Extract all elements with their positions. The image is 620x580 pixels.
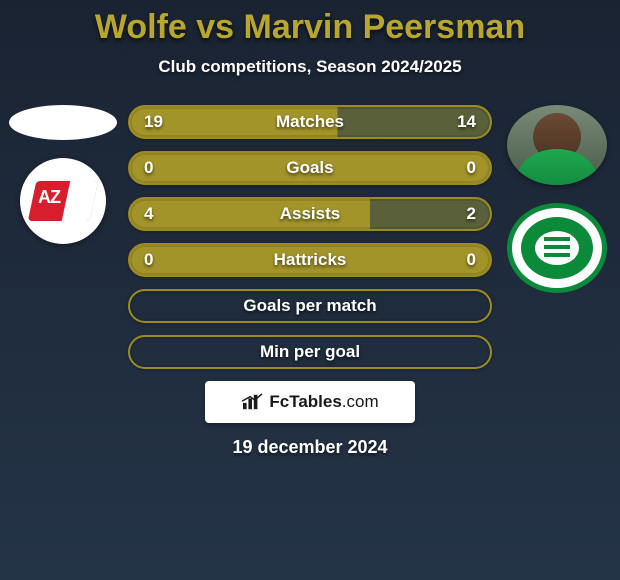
stat-label: Assists bbox=[130, 204, 490, 224]
branding-name: FcTables bbox=[269, 392, 341, 411]
stat-bar-min-per-goal: Min per goal bbox=[128, 335, 492, 369]
stats-bars: 19Matches140Goals04Assists20Hattricks0Go… bbox=[120, 105, 500, 369]
stat-value-right: 2 bbox=[467, 204, 476, 224]
branding-domain: .com bbox=[342, 392, 379, 411]
groningen-badge-icon bbox=[544, 237, 570, 259]
stat-value-right: 0 bbox=[467, 158, 476, 178]
right-player-column bbox=[500, 105, 620, 293]
stat-bar-goals: 0Goals0 bbox=[128, 151, 492, 185]
stat-value-left: 0 bbox=[144, 158, 153, 178]
az-badge-icon: AZ bbox=[32, 181, 94, 221]
page-title: Wolfe vs Marvin Peersman bbox=[0, 0, 620, 47]
stat-label: Goals bbox=[130, 158, 490, 178]
bar-chart-icon bbox=[241, 393, 263, 411]
branding-badge: FcTables.com bbox=[205, 381, 415, 423]
title-player-right: Marvin Peersman bbox=[244, 8, 526, 46]
stat-value-right: 0 bbox=[467, 250, 476, 270]
stat-label: Hattricks bbox=[130, 250, 490, 270]
player-left-club-badge: AZ bbox=[20, 158, 106, 244]
stat-value-left: 4 bbox=[144, 204, 153, 224]
comparison-content: AZ 19Matches140Goals04Assists20Hattricks… bbox=[0, 105, 620, 369]
footer-date: 19 december 2024 bbox=[0, 437, 620, 458]
stat-label: Goals per match bbox=[130, 296, 490, 316]
subtitle: Club competitions, Season 2024/2025 bbox=[0, 57, 620, 77]
player-right-club-badge bbox=[507, 203, 607, 293]
player-right-avatar bbox=[507, 105, 607, 185]
stat-label: Min per goal bbox=[130, 342, 490, 362]
player-left-avatar bbox=[9, 105, 117, 140]
title-player-left: Wolfe bbox=[95, 8, 187, 46]
left-player-column: AZ bbox=[0, 105, 120, 244]
title-vs: vs bbox=[187, 8, 244, 46]
stat-bar-matches: 19Matches14 bbox=[128, 105, 492, 139]
stat-value-right: 14 bbox=[457, 112, 476, 132]
branding-text: FcTables.com bbox=[269, 392, 378, 412]
stat-label: Matches bbox=[130, 112, 490, 132]
stat-bar-goals-per-match: Goals per match bbox=[128, 289, 492, 323]
stat-value-left: 19 bbox=[144, 112, 163, 132]
stat-value-left: 0 bbox=[144, 250, 153, 270]
stat-bar-hattricks: 0Hattricks0 bbox=[128, 243, 492, 277]
stat-bar-assists: 4Assists2 bbox=[128, 197, 492, 231]
